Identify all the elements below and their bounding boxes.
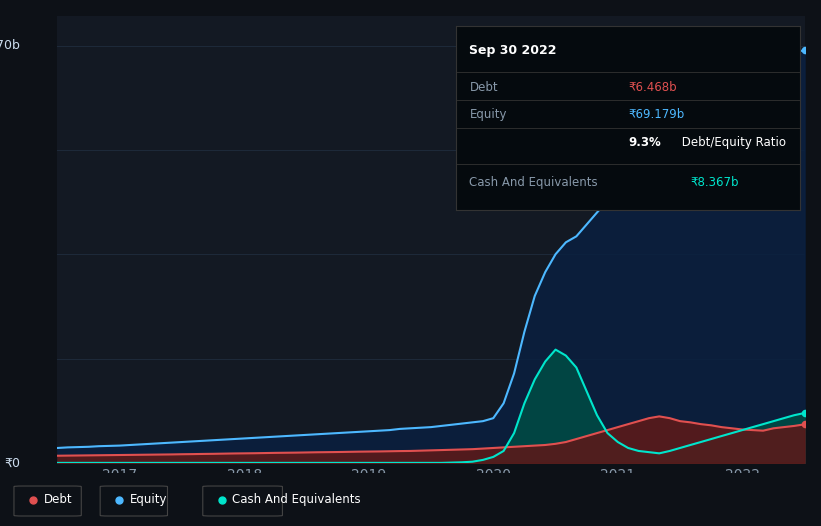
FancyBboxPatch shape bbox=[14, 486, 81, 516]
Text: 9.3%: 9.3% bbox=[628, 136, 661, 149]
Text: ₹6.468b: ₹6.468b bbox=[628, 80, 677, 94]
Point bbox=[112, 495, 126, 504]
Text: Cash And Equivalents: Cash And Equivalents bbox=[470, 176, 598, 189]
Text: ₹70b: ₹70b bbox=[0, 39, 21, 52]
Text: ₹0: ₹0 bbox=[4, 457, 21, 469]
Text: Sep 30 2022: Sep 30 2022 bbox=[470, 44, 557, 57]
Text: Cash And Equivalents: Cash And Equivalents bbox=[232, 493, 361, 506]
Text: ₹69.179b: ₹69.179b bbox=[628, 108, 685, 121]
Text: Equity: Equity bbox=[130, 493, 167, 506]
Point bbox=[798, 46, 811, 55]
Text: Debt/Equity Ratio: Debt/Equity Ratio bbox=[678, 136, 786, 149]
Text: Debt: Debt bbox=[44, 493, 72, 506]
Point bbox=[26, 495, 39, 504]
FancyBboxPatch shape bbox=[203, 486, 282, 516]
Point bbox=[798, 409, 811, 417]
Text: Equity: Equity bbox=[470, 108, 507, 121]
Text: Debt: Debt bbox=[470, 80, 498, 94]
Point bbox=[215, 495, 228, 504]
Text: ₹8.367b: ₹8.367b bbox=[690, 176, 739, 189]
Point bbox=[798, 420, 811, 429]
FancyBboxPatch shape bbox=[100, 486, 167, 516]
